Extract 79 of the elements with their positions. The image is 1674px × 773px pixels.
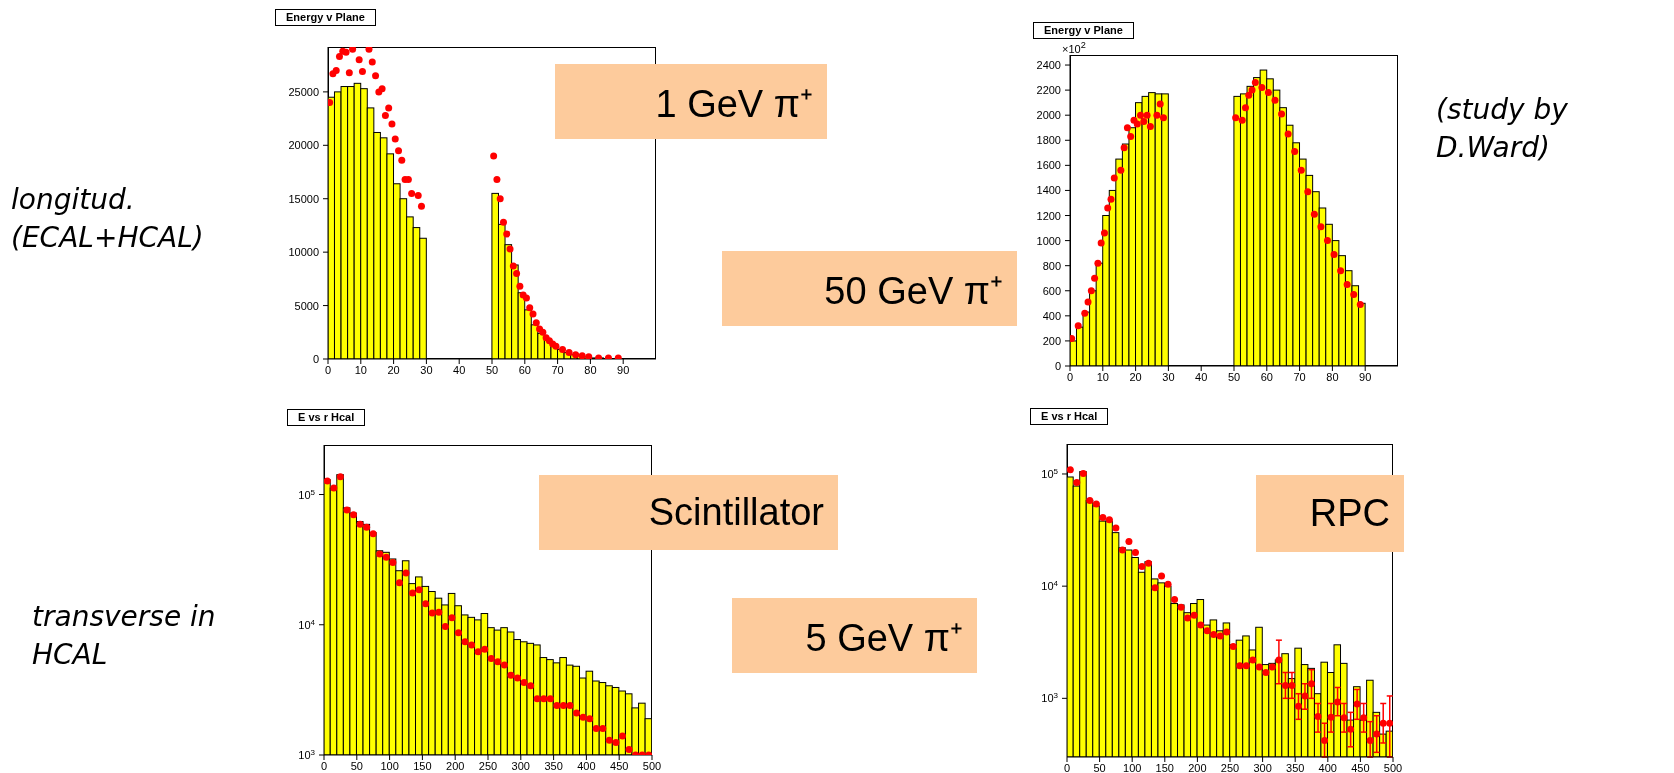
y-tick-label: 10$^{4}$	[298, 617, 316, 631]
label-box: 50 GeV π⁺	[722, 251, 1017, 326]
text: (study by D.Ward)	[1436, 92, 1569, 166]
y-tick-label: 0	[312, 353, 319, 365]
x-tick-label: 90	[617, 363, 630, 376]
x-tick-label: 450	[610, 759, 629, 772]
x-tick-label: 300	[1253, 761, 1272, 773]
label-box: Scintillator	[539, 475, 838, 550]
y-axis-title: ×10$^{2}$	[1062, 40, 1086, 55]
y-tick-label: 1800	[1036, 134, 1061, 147]
x-tick-label: 0	[324, 363, 332, 376]
y-tick-label: 400	[1042, 309, 1061, 322]
y-tick-label: 1600	[1036, 159, 1061, 172]
x-tick-label: 60	[1260, 370, 1273, 383]
x-tick-label: 10	[354, 363, 367, 376]
x-tick-label: 30	[420, 363, 433, 376]
chart-title: Energy v Plane	[1033, 22, 1134, 39]
chart-title: E vs r Hcal	[287, 409, 366, 426]
x-tick-label: 70	[1293, 370, 1306, 383]
y-tick-label: 1400	[1036, 184, 1061, 197]
x-tick-label: 300	[511, 759, 530, 772]
label-box: 1 GeV π⁺	[555, 64, 827, 139]
y-tick-label: 20000	[288, 139, 319, 152]
x-tick-label: 60	[518, 363, 531, 376]
chart-title: E vs r Hcal	[1030, 408, 1109, 425]
y-tick-label: 10$^{5}$	[1041, 466, 1059, 480]
x-tick-label: 350	[544, 759, 563, 772]
x-tick-label: 0	[1063, 761, 1071, 773]
x-tick-label: 30	[1162, 370, 1175, 383]
y-tick-label: 200	[1042, 334, 1061, 347]
y-tick-label: 25000	[288, 85, 319, 98]
label-box: 5 GeV π⁺	[732, 598, 977, 673]
x-tick-label: 400	[577, 759, 596, 772]
x-tick-label: 10	[1096, 370, 1109, 383]
y-tick-label: 5000	[294, 299, 319, 312]
x-tick-label: 500	[1383, 761, 1403, 773]
y-tick-label: 2400	[1036, 59, 1061, 72]
x-tick-label: 100	[1123, 761, 1142, 773]
y-tick-label: 2000	[1036, 109, 1061, 122]
x-tick-label: 350	[1286, 761, 1305, 773]
y-tick-label: 10000	[288, 246, 319, 259]
chart-title: Energy v Plane	[275, 9, 376, 26]
x-tick-label: 90	[1359, 370, 1372, 383]
x-tick-label: 0	[320, 759, 328, 772]
y-tick-label: 800	[1042, 259, 1061, 272]
x-tick-label: 50	[1227, 370, 1241, 383]
x-tick-label: 450	[1351, 761, 1370, 773]
x-tick-label: 80	[1326, 370, 1339, 383]
y-tick-label: 2200	[1036, 84, 1061, 97]
y-tick-label: 10$^{3}$	[298, 747, 316, 761]
x-tick-label: 250	[1220, 761, 1240, 773]
y-tick-label: 600	[1042, 284, 1061, 297]
x-tick-label: 200	[1188, 761, 1207, 773]
x-tick-label: 150	[1155, 761, 1174, 773]
x-tick-label: 150	[413, 759, 432, 772]
text: transverse in HCAL	[32, 599, 217, 673]
x-tick-label: 50	[1093, 761, 1106, 773]
text: longitud. (ECAL+HCAL)	[11, 182, 205, 256]
x-tick-label: 100	[380, 759, 399, 772]
x-tick-label: 200	[446, 759, 465, 772]
x-tick-label: 70	[551, 363, 564, 376]
x-tick-label: 500	[642, 759, 662, 772]
y-tick-label: 1000	[1036, 234, 1061, 247]
y-tick-label: 15000	[288, 192, 319, 205]
x-tick-label: 400	[1318, 761, 1337, 773]
x-tick-label: 250	[478, 759, 498, 772]
y-tick-label: 1200	[1036, 209, 1061, 222]
y-tick-label: 10$^{3}$	[1041, 690, 1059, 705]
x-tick-label: 20	[1129, 370, 1142, 383]
x-tick-label: 40	[1195, 370, 1208, 383]
x-tick-label: 20	[387, 363, 400, 376]
x-tick-label: 50	[485, 363, 499, 376]
y-tick-label: 10$^{4}$	[1041, 578, 1059, 593]
label-box: RPC	[1256, 475, 1404, 552]
x-tick-label: 80	[584, 363, 597, 376]
x-tick-label: 50	[350, 759, 363, 772]
y-tick-label: 10$^{5}$	[298, 487, 316, 501]
x-tick-label: 40	[453, 363, 466, 376]
x-tick-label: 0	[1066, 370, 1074, 383]
